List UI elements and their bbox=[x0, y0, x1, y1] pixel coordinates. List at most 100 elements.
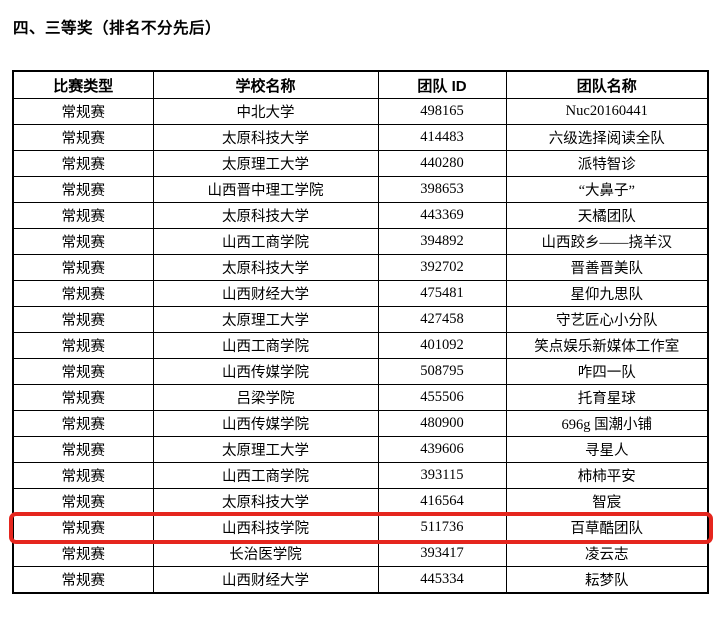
table-cell: 山西晋中理工学院 bbox=[152, 176, 379, 203]
table-cell: 常规赛 bbox=[12, 488, 154, 515]
table-cell: 常规赛 bbox=[12, 410, 154, 437]
table-cell: 440280 bbox=[377, 150, 507, 177]
table-cell: 常规赛 bbox=[12, 124, 154, 151]
table-cell: 太原理工大学 bbox=[152, 436, 379, 463]
table-cell: 常规赛 bbox=[12, 514, 154, 541]
table-cell: 寻星人 bbox=[505, 436, 709, 463]
table-header-row: 比赛类型 学校名称 团队 ID 团队名称 bbox=[12, 70, 709, 99]
table-cell: 常规赛 bbox=[12, 228, 154, 255]
table-cell: 柿柿平安 bbox=[505, 462, 709, 489]
table-cell: 山西财经大学 bbox=[152, 280, 379, 307]
table-body: 常规赛 中北大学 498165 Nuc20160441 常规赛 太原科技大学 414483 六… bbox=[12, 98, 709, 594]
awards-table: 比赛类型 学校名称 团队 ID 团队名称 常规赛 中北大学 498165 Nuc201604… bbox=[12, 70, 709, 594]
table-row: 常规赛 山西财经大学 445334 耘梦队 bbox=[12, 566, 709, 594]
table-cell: 吕梁学院 bbox=[152, 384, 379, 411]
column-header: 团队名称 bbox=[505, 70, 709, 99]
table-cell: 天橘团队 bbox=[505, 202, 709, 229]
table-row: 常规赛 太原理工大学 427458 守艺匠心小分队 bbox=[12, 306, 709, 333]
table-row: 常规赛 中北大学 498165 Nuc20160441 bbox=[12, 98, 709, 125]
table-cell: 星仰九思队 bbox=[505, 280, 709, 307]
table-cell: 443369 bbox=[377, 202, 507, 229]
column-header: 团队 ID bbox=[377, 70, 507, 99]
table-row: 常规赛 太原科技大学 392702 晋善晋美队 bbox=[12, 254, 709, 281]
table-cell: 派特智诊 bbox=[505, 150, 709, 177]
table-cell: 山西传媒学院 bbox=[152, 410, 379, 437]
table-cell: 393417 bbox=[377, 540, 507, 567]
table-cell: 守艺匠心小分队 bbox=[505, 306, 709, 333]
table-cell: 416564 bbox=[377, 488, 507, 515]
table-cell: 常规赛 bbox=[12, 358, 154, 385]
table-cell: 475481 bbox=[377, 280, 507, 307]
table-cell: 山西财经大学 bbox=[152, 566, 379, 594]
table-row: 常规赛 长治医学院 393417 凌云志 bbox=[12, 540, 709, 567]
table-cell: 太原科技大学 bbox=[152, 254, 379, 281]
table-cell: 山西科技学院 bbox=[152, 514, 379, 541]
column-header: 比赛类型 bbox=[12, 70, 154, 99]
table-cell: 六级选择阅读全队 bbox=[505, 124, 709, 151]
table-row: 常规赛 山西工商学院 393115 柿柿平安 bbox=[12, 462, 709, 489]
table-cell: 常规赛 bbox=[12, 384, 154, 411]
table-cell: 常规赛 bbox=[12, 280, 154, 307]
table-cell: 中北大学 bbox=[152, 98, 379, 125]
table-row: 常规赛 山西科技学院 511736 百草酷团队 bbox=[12, 514, 709, 541]
table-cell: 常规赛 bbox=[12, 306, 154, 333]
table-cell: 太原科技大学 bbox=[152, 202, 379, 229]
table-cell: 常规赛 bbox=[12, 540, 154, 567]
table-cell: 山西工商学院 bbox=[152, 228, 379, 255]
table-cell: 托育星球 bbox=[505, 384, 709, 411]
table-cell: 山西跤乡——挠羊汉 bbox=[505, 228, 709, 255]
table-row: 常规赛 山西传媒学院 480900 696g 国潮小铺 bbox=[12, 410, 709, 437]
table-cell: “大鼻子” bbox=[505, 176, 709, 203]
table-cell: 常规赛 bbox=[12, 98, 154, 125]
table-cell: 394892 bbox=[377, 228, 507, 255]
table-row: 常规赛 山西晋中理工学院 398653 “大鼻子” bbox=[12, 176, 709, 203]
table-cell: Nuc20160441 bbox=[505, 98, 709, 125]
table-cell: 398653 bbox=[377, 176, 507, 203]
table-cell: 511736 bbox=[377, 514, 507, 541]
table-cell: 咋四一队 bbox=[505, 358, 709, 385]
table-cell: 常规赛 bbox=[12, 436, 154, 463]
table-cell: 凌云志 bbox=[505, 540, 709, 567]
table-row: 常规赛 太原理工大学 439606 寻星人 bbox=[12, 436, 709, 463]
table-cell: 晋善晋美队 bbox=[505, 254, 709, 281]
table-cell: 393115 bbox=[377, 462, 507, 489]
table-cell: 392702 bbox=[377, 254, 507, 281]
table-cell: 百草酷团队 bbox=[505, 514, 709, 541]
table-cell: 401092 bbox=[377, 332, 507, 359]
table-row: 常规赛 太原科技大学 416564 智宸 bbox=[12, 488, 709, 515]
table-cell: 笑点娱乐新媒体工作室 bbox=[505, 332, 709, 359]
table-cell: 常规赛 bbox=[12, 462, 154, 489]
table-cell: 耘梦队 bbox=[505, 566, 709, 594]
table-row: 常规赛 山西工商学院 401092 笑点娱乐新媒体工作室 bbox=[12, 332, 709, 359]
table-cell: 山西工商学院 bbox=[152, 462, 379, 489]
table-cell: 常规赛 bbox=[12, 254, 154, 281]
table-row: 常规赛 山西传媒学院 508795 咋四一队 bbox=[12, 358, 709, 385]
table-cell: 439606 bbox=[377, 436, 507, 463]
table-row: 常规赛 吕梁学院 455506 托育星球 bbox=[12, 384, 709, 411]
table-cell: 智宸 bbox=[505, 488, 709, 515]
table-cell: 太原科技大学 bbox=[152, 124, 379, 151]
table-cell: 山西传媒学院 bbox=[152, 358, 379, 385]
table-cell: 445334 bbox=[377, 566, 507, 594]
column-header: 学校名称 bbox=[152, 70, 379, 99]
table-cell: 414483 bbox=[377, 124, 507, 151]
table-cell: 太原理工大学 bbox=[152, 150, 379, 177]
table-row: 常规赛 太原理工大学 440280 派特智诊 bbox=[12, 150, 709, 177]
table-cell: 455506 bbox=[377, 384, 507, 411]
table-cell: 长治医学院 bbox=[152, 540, 379, 567]
table-cell: 常规赛 bbox=[12, 202, 154, 229]
table-cell: 山西工商学院 bbox=[152, 332, 379, 359]
table-cell: 427458 bbox=[377, 306, 507, 333]
table-row: 常规赛 山西财经大学 475481 星仰九思队 bbox=[12, 280, 709, 307]
table-cell: 常规赛 bbox=[12, 332, 154, 359]
table-cell: 480900 bbox=[377, 410, 507, 437]
table-cell: 太原科技大学 bbox=[152, 488, 379, 515]
table-row: 常规赛 太原科技大学 414483 六级选择阅读全队 bbox=[12, 124, 709, 151]
table-cell: 太原理工大学 bbox=[152, 306, 379, 333]
table-cell: 508795 bbox=[377, 358, 507, 385]
table-cell: 696g 国潮小铺 bbox=[505, 410, 709, 437]
table-row: 常规赛 太原科技大学 443369 天橘团队 bbox=[12, 202, 709, 229]
table-cell: 498165 bbox=[377, 98, 507, 125]
page-title: 四、三等奖（排名不分先后） bbox=[13, 20, 222, 37]
